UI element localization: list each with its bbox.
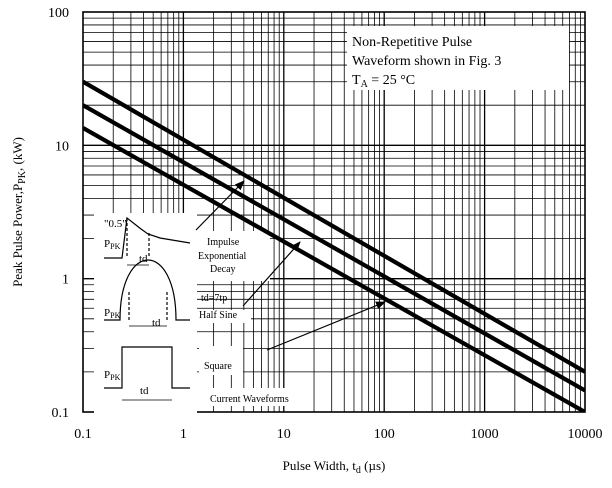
y-tick-label: 100 [48,6,69,21]
note-line-2: Waveform shown in Fig. 3 [352,54,501,69]
square-ppk-sub: PK [110,373,120,382]
x-tick-label: 1000 [471,427,499,442]
series-lines [83,79,585,412]
note-line-1: Non-Repetitive Pulse [352,35,472,50]
x-axis-title-unit: (µs) [361,458,385,473]
y-tick-label: 1 [62,273,69,288]
note-ta-main: T [352,73,361,88]
x-tick-label: 0.1 [74,427,92,442]
note-ta-sub: A [361,79,369,90]
halfsine-ppk-label: PPK [104,307,121,320]
halfsine-label-background-2 [197,310,251,323]
impulse-ppk-label: PPK [104,238,121,251]
x-axis-title: Pulse Width, td (µs) [283,458,386,476]
current-waveforms-background [207,388,312,406]
y-tick-labels: 0.1 1 10 100 [48,6,69,421]
x-tick-label: 1 [180,427,187,442]
x-tick-label: 10000 [568,427,603,442]
y-axis-title-unit: , (kW) [10,137,25,171]
square-trace [104,346,190,389]
y-axis-title-main: Peak Pulse Power,P [10,184,25,287]
impulse-ppk-main: P [104,238,110,250]
impulse-arrow [195,180,245,231]
series-line-2 [83,103,585,393]
y-axis-title: Peak Pulse Power,PPK, (kW) [10,137,28,287]
halfsine-arrow [242,241,301,307]
x-axis-title-main: Pulse Width, t [283,458,357,473]
impulse-label-background [197,231,270,281]
y-tick-label: 0.1 [52,406,70,421]
impulse-trace [104,216,191,259]
y-tick-label: 10 [55,139,69,154]
halfsine-label-background [199,346,243,375]
impulse-td-label: td [139,253,148,265]
series-line-1 [83,79,585,374]
pointer-arrows [195,180,386,351]
halfsine-trace [104,259,190,321]
x-tick-label: 100 [374,427,395,442]
x-tick-labels: 0.1 1 10 100 1000 10000 [74,427,602,442]
square-ppk-label: PPK [104,369,121,382]
halfsine-label-2: Half Sine [199,310,238,321]
square-ppk-main: P [104,369,110,381]
plot-frame [82,11,586,413]
conditions-note: Non-Repetitive Pulse Waveform shown in F… [347,26,569,90]
halfsine-label-1: td=7tp [201,293,227,304]
note-line-3: TA = 25 °C [352,73,415,90]
inset-background [94,213,197,413]
halfsine-ppk-sub: PK [110,311,120,320]
halfsine-td-label: td [152,317,161,329]
conditions-note-background [347,26,569,90]
halfsine-waveform [104,259,190,327]
series-line-3 [83,126,585,412]
impulse-ppk-sub: PK [110,242,120,251]
impulse-label-3: Decay [210,264,236,275]
square-waveform [104,346,190,401]
x-tick-label: 10 [277,427,291,442]
impulse-label-1: Impulse [207,237,240,248]
impulse-waveform [104,216,191,266]
y-axis-title-sub: PK [17,170,28,184]
square-arrow [266,301,386,351]
note-ta-rest: = 25 °C [368,73,415,88]
impulse-label-2: Exponential [198,251,247,262]
halfsine-ppk-main: P [104,307,110,319]
square-label: Square [204,361,232,372]
square-td-label: td [140,385,149,397]
current-waveforms-label: Current Waveforms [210,394,289,405]
impulse-half-label: "0.5" [104,218,127,230]
inset-panel [94,213,312,413]
x-axis-title-sub: d [356,465,361,476]
